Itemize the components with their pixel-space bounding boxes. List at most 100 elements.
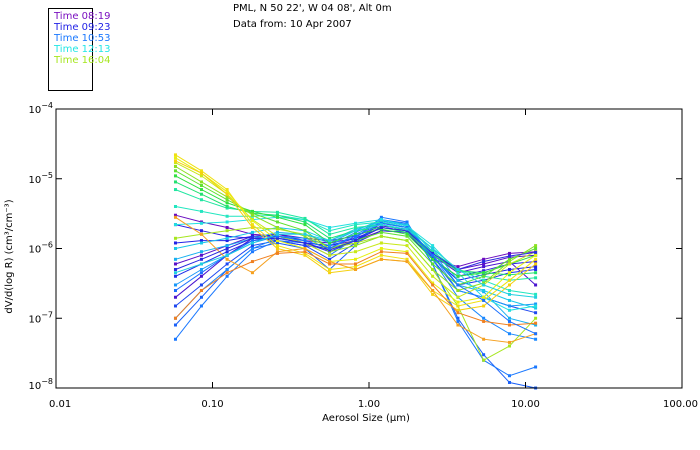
data-point — [303, 216, 307, 220]
data-point — [328, 253, 332, 257]
data-point — [225, 236, 229, 240]
data-point — [275, 230, 279, 234]
ticks-layer: 0.01 0.10 1.00 10.00 100.00 10−4 10−5 10−6 10−7 1… — [28, 101, 698, 410]
data-point — [534, 247, 538, 250]
data-point — [534, 271, 538, 275]
data-point — [482, 262, 486, 266]
data-point — [275, 234, 279, 238]
data-point — [173, 180, 177, 184]
data-point — [199, 171, 203, 175]
data-point — [431, 255, 435, 259]
data-point — [507, 257, 511, 261]
data-point — [534, 302, 538, 306]
data-point — [199, 304, 203, 308]
data-point — [199, 188, 203, 192]
data-point — [328, 244, 332, 248]
data-point — [199, 221, 203, 225]
data-point — [482, 274, 486, 278]
data-point — [507, 374, 511, 378]
data-point — [328, 271, 332, 275]
data-point — [507, 323, 511, 327]
series-s24 — [173, 153, 538, 308]
data-point — [225, 205, 229, 209]
data-point — [405, 232, 409, 236]
data-point — [328, 226, 332, 230]
data-point — [250, 213, 254, 217]
data-point — [199, 253, 203, 257]
data-point — [173, 241, 177, 245]
data-point — [199, 239, 203, 243]
data-point — [199, 295, 203, 299]
data-point — [354, 265, 358, 269]
data-point — [379, 226, 383, 230]
data-point — [328, 236, 332, 240]
data-point — [328, 239, 332, 243]
plot-frame — [55, 108, 683, 389]
data-point — [534, 253, 538, 257]
x-axis-label: Aerosol Size (µm) — [322, 413, 410, 424]
data-point — [250, 250, 254, 254]
data-point — [482, 257, 486, 261]
data-point — [482, 358, 486, 362]
data-point — [275, 236, 279, 240]
data-point — [303, 241, 307, 245]
data-point — [456, 274, 460, 278]
data-point — [173, 247, 177, 250]
data-point — [507, 319, 511, 323]
data-point — [199, 184, 203, 188]
data-point — [173, 188, 177, 192]
data-point — [250, 232, 254, 236]
data-point — [507, 267, 511, 271]
data-point — [534, 295, 538, 299]
data-point — [225, 247, 229, 250]
data-point — [431, 274, 435, 278]
data-point — [199, 271, 203, 275]
data-point — [173, 274, 177, 278]
data-point — [534, 292, 538, 296]
data-point — [328, 248, 332, 252]
chart-subtitle: Data from: 10 Apr 2007 — [233, 19, 352, 30]
x-tick-label: 100.00 — [663, 399, 698, 410]
data-point — [379, 253, 383, 257]
data-point — [275, 251, 279, 255]
data-point — [507, 298, 511, 302]
data-point — [250, 223, 254, 227]
data-point — [173, 316, 177, 320]
data-point — [456, 323, 460, 327]
data-point — [173, 236, 177, 240]
data-point — [405, 244, 409, 248]
data-point — [534, 267, 538, 271]
data-point — [507, 271, 511, 275]
data-point — [173, 159, 177, 163]
data-point — [199, 267, 203, 271]
data-point — [250, 209, 254, 213]
data-point — [482, 269, 486, 273]
data-point — [250, 260, 254, 264]
data-point — [534, 316, 538, 320]
data-point — [482, 281, 486, 285]
data-point — [507, 380, 511, 384]
data-point — [275, 215, 279, 219]
data-point — [405, 234, 409, 238]
data-point — [507, 304, 511, 308]
data-point — [431, 262, 435, 266]
data-point — [431, 283, 435, 287]
data-point — [328, 267, 332, 271]
data-point — [456, 283, 460, 287]
data-point — [456, 278, 460, 282]
data-point — [534, 276, 538, 280]
data-point — [303, 244, 307, 248]
data-point — [275, 226, 279, 230]
data-point — [225, 234, 229, 238]
data-point — [225, 198, 229, 202]
data-point — [173, 156, 177, 160]
data-point — [482, 304, 486, 308]
data-point — [456, 304, 460, 308]
data-point — [431, 247, 435, 250]
data-point — [507, 273, 511, 277]
legend-entry: Time 12:13 — [54, 44, 111, 55]
data-point — [275, 213, 279, 217]
data-point — [303, 232, 307, 236]
data-point — [303, 239, 307, 243]
data-point — [173, 262, 177, 266]
